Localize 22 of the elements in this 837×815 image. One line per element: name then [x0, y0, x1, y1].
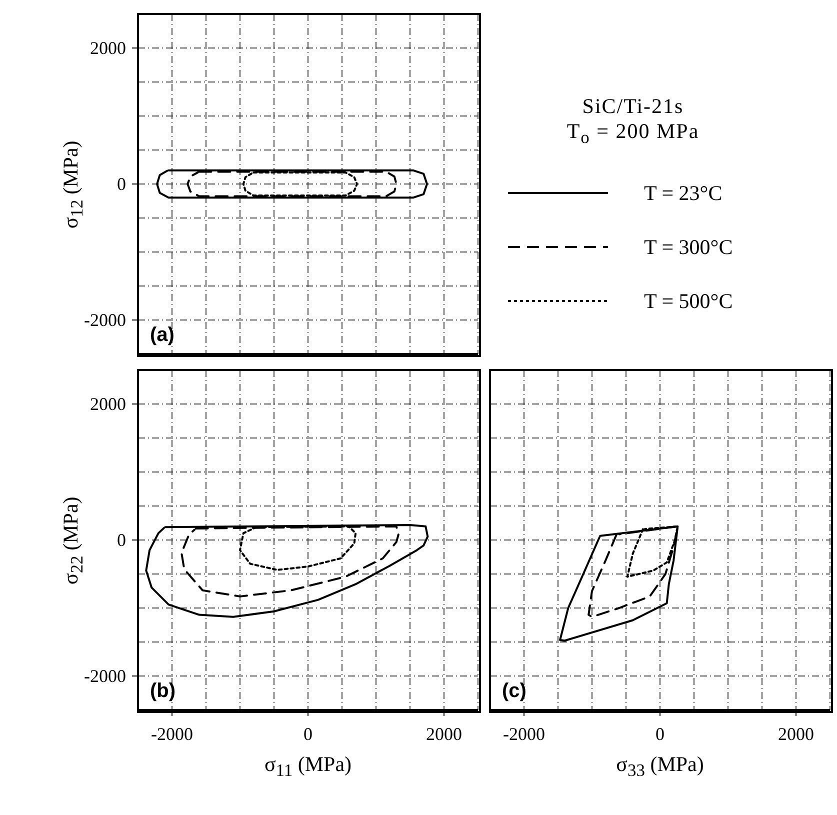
- x-tick-label: 2000: [778, 724, 814, 744]
- legend-label: T = 300°C: [644, 234, 733, 260]
- text: SiC/Ti-21s: [581, 94, 685, 119]
- x-tick-label: 0: [656, 724, 664, 744]
- text: (a): [150, 324, 174, 347]
- x-tick-label: -2000: [503, 724, 545, 744]
- text: (b): [150, 680, 176, 703]
- x-tick-label: -2000: [151, 724, 193, 744]
- y-tick-label: 2000: [90, 394, 126, 414]
- x-axis-title: σ$_{33}$ (MPa): [615, 752, 705, 782]
- x-axis-title: σ$_{11}$ (MPa): [263, 752, 353, 782]
- text: T$_{o}$ = 200 MPa: [566, 119, 700, 148]
- legend-label: T = 23°C: [644, 180, 722, 206]
- y-tick-label: -2000: [84, 666, 126, 686]
- x-tick-label: 0: [304, 724, 312, 744]
- legend-label: T = 500°C: [644, 288, 733, 314]
- text: (c): [502, 680, 526, 703]
- y-tick-label: 0: [117, 174, 126, 194]
- x-tick-label: 2000: [426, 724, 462, 744]
- y-tick-label: 2000: [90, 38, 126, 58]
- y-tick-label: 0: [117, 530, 126, 550]
- y-tick-label: -2000: [84, 310, 126, 330]
